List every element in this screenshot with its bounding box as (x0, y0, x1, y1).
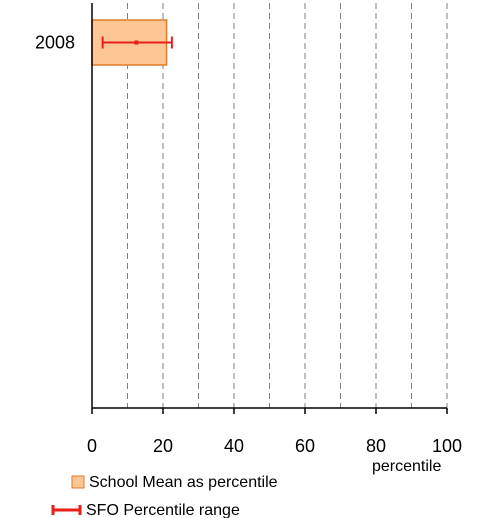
x-tick-label-100: 100 (432, 436, 462, 456)
x-tick-label-20: 20 (153, 436, 173, 456)
category-label-layer: 2008 (35, 33, 75, 53)
legend-swatch-school-mean (71, 475, 85, 489)
x-tick-label-80: 80 (366, 436, 386, 456)
x-tick-label-0: 0 (87, 436, 97, 456)
grid-layer (127, 3, 448, 408)
range-mid-marker-2008 (134, 40, 139, 45)
tick-layer: 0 20 40 60 80 100 (87, 408, 462, 456)
error-layer (101, 36, 173, 49)
legend-label-school-mean: School Mean as percentile (89, 474, 278, 491)
legend: School Mean as percentile SFO Percentile… (51, 474, 278, 518)
legend-swatch-sfo-range (51, 505, 82, 515)
category-label-2008: 2008 (35, 33, 75, 53)
legend-label-sfo-range: SFO Percentile range (86, 502, 240, 518)
x-tick-label-40: 40 (224, 436, 244, 456)
x-axis-title: percentile (372, 458, 441, 475)
x-tick-label-60: 60 (295, 436, 315, 456)
axis-layer (91, 3, 447, 409)
